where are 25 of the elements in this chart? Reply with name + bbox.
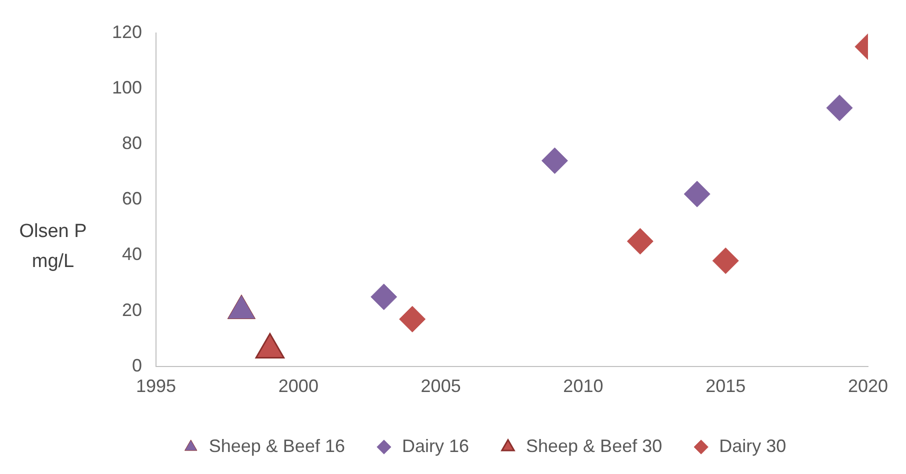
point — [684, 180, 710, 208]
point — [626, 228, 654, 255]
x-tick-label: 2015 — [706, 376, 746, 396]
x-tick-label: 2000 — [278, 376, 318, 396]
y-tick-label: 80 — [122, 132, 142, 153]
y-tick-label: 40 — [122, 244, 142, 264]
x-tick-label: 2010 — [563, 376, 604, 396]
legend-label: Dairy 30 — [719, 436, 786, 456]
point — [826, 94, 853, 122]
point — [370, 284, 398, 310]
point — [712, 248, 739, 274]
legend-label: Sheep & Beef 16 — [208, 436, 345, 456]
legend-label: Sheep & Beef 30 — [526, 436, 662, 456]
point — [541, 147, 568, 174]
x-tick-label: 1995 — [136, 376, 176, 396]
y-tick-label: 20 — [122, 300, 142, 320]
y-axis-title: Olsen P mg/L — [18, 220, 88, 274]
point — [399, 306, 426, 332]
legend-label: Dairy 16 — [402, 436, 470, 456]
y-tick-label: 0 — [132, 355, 142, 376]
x-tick-label: 2020 — [848, 376, 888, 396]
y-tick-label: 100 — [112, 77, 142, 98]
x-tick-label: 2005 — [420, 376, 461, 396]
y-tick-label: 60 — [122, 188, 142, 209]
y-tick-label: 120 — [112, 22, 142, 42]
